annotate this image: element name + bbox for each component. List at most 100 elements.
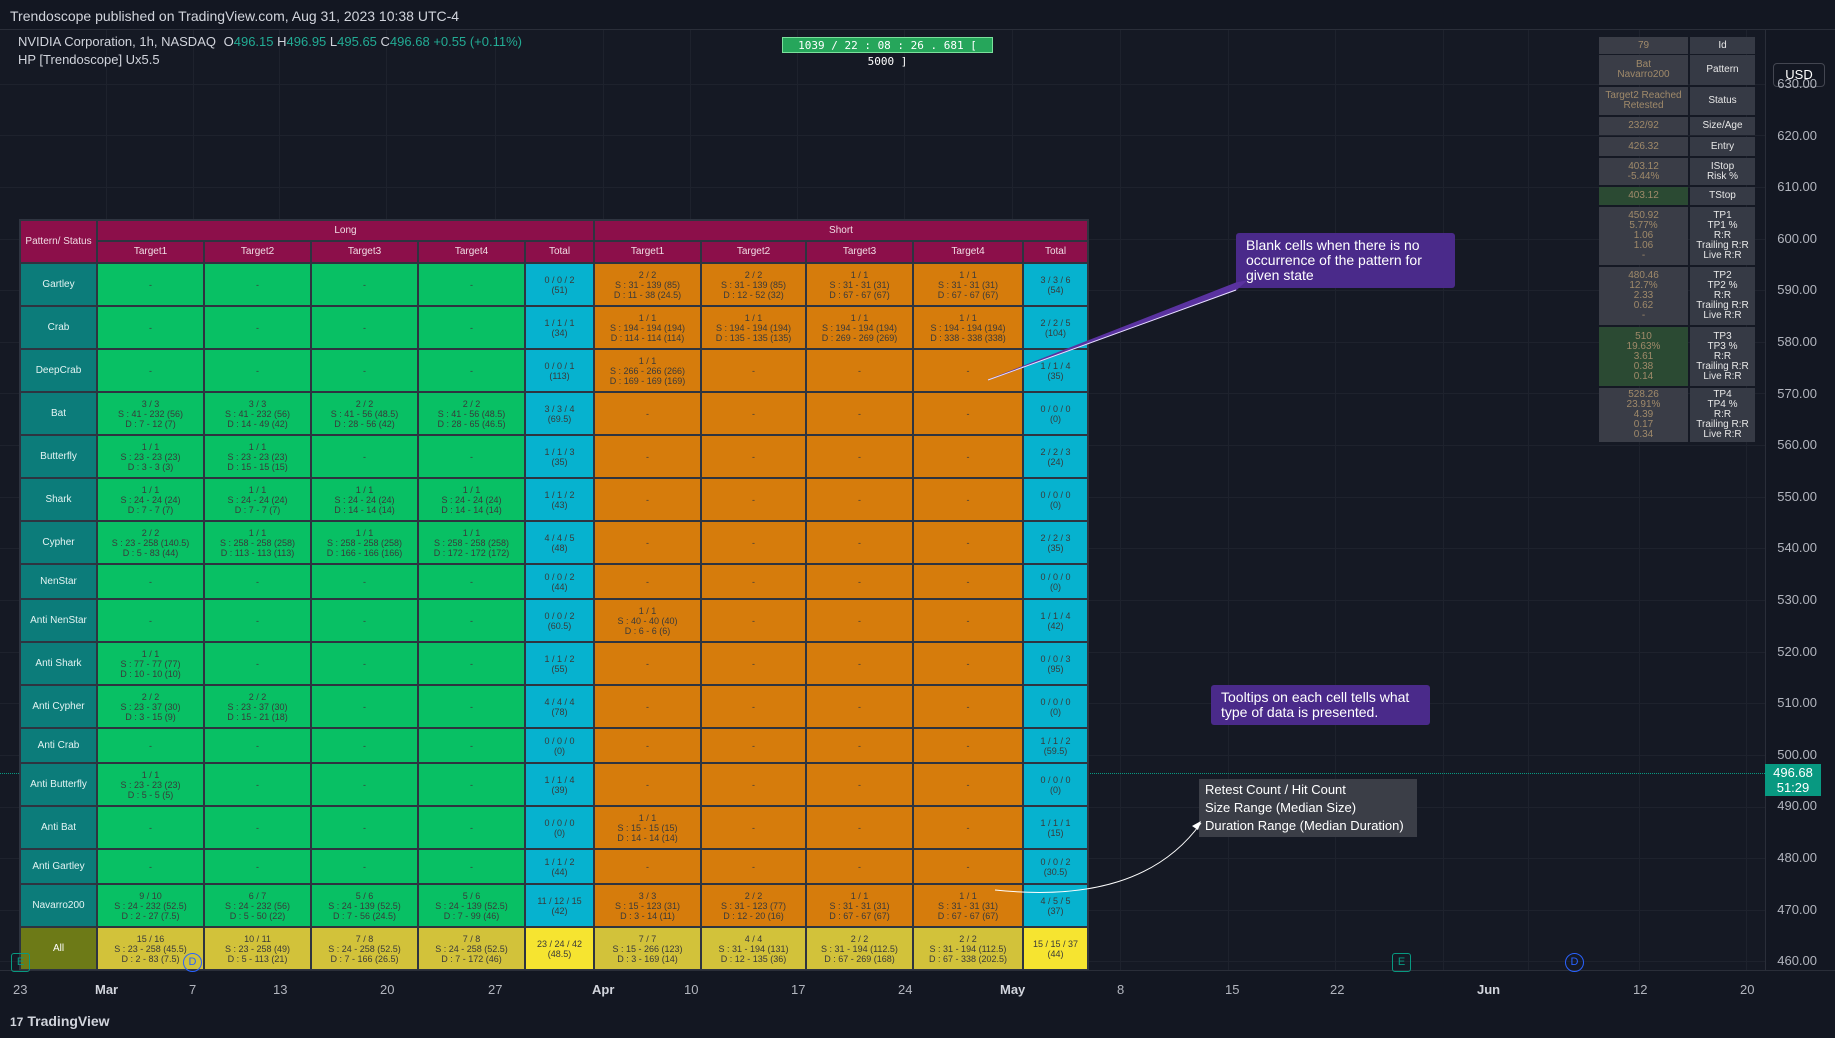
table-cell[interactable]: 0 / 0 / 3 (95) xyxy=(1022,641,1089,686)
table-cell[interactable]: - xyxy=(417,563,526,600)
table-cell[interactable]: - xyxy=(203,348,312,393)
table-cell[interactable]: 1 / 1 / 3 (35) xyxy=(524,434,595,479)
table-cell[interactable]: 4 / 4 / 5 (48) xyxy=(524,520,595,565)
table-cell[interactable]: - xyxy=(203,641,312,686)
table-cell[interactable]: - xyxy=(417,434,526,479)
table-cell[interactable]: 0 / 0 / 2 (30.5) xyxy=(1022,848,1089,885)
table-cell[interactable]: - xyxy=(912,848,1024,885)
table-cell[interactable]: 10 / 11 S : 23 - 258 (49) D : 5 - 113 (21) xyxy=(203,926,312,971)
table-cell[interactable]: - xyxy=(417,848,526,885)
table-cell[interactable]: - xyxy=(417,684,526,729)
table-cell[interactable]: - xyxy=(805,520,914,565)
table-cell[interactable]: - xyxy=(700,477,807,522)
time-axis[interactable] xyxy=(0,970,1835,998)
table-cell[interactable]: - xyxy=(417,805,526,850)
table-cell[interactable]: 1 / 1 / 4 (39) xyxy=(524,762,595,807)
table-cell[interactable]: 1 / 1 / 2 (44) xyxy=(524,848,595,885)
table-cell[interactable]: - xyxy=(203,563,312,600)
table-cell[interactable]: - xyxy=(805,805,914,850)
table-cell[interactable]: 0 / 0 / 2 (44) xyxy=(524,563,595,600)
table-cell[interactable]: - xyxy=(203,805,312,850)
table-cell[interactable]: - xyxy=(912,434,1024,479)
table-cell[interactable]: 0 / 0 / 2 (51) xyxy=(524,262,595,307)
table-cell[interactable]: - xyxy=(700,641,807,686)
table-cell[interactable]: 3 / 3 / 6 (54) xyxy=(1022,262,1089,307)
table-cell[interactable]: 0 / 0 / 0 (0) xyxy=(1022,684,1089,729)
table-cell[interactable]: 2 / 2 / 3 (24) xyxy=(1022,434,1089,479)
table-cell[interactable]: - xyxy=(912,727,1024,764)
price-axis[interactable]: USD 630.00 620.00 610.00 600.00 590.00 580.00… xyxy=(1765,30,1835,970)
table-cell[interactable]: - xyxy=(310,727,419,764)
table-cell[interactable]: - xyxy=(96,848,205,885)
table-cell[interactable]: - xyxy=(310,434,419,479)
table-cell[interactable]: - xyxy=(805,348,914,393)
table-cell[interactable]: - xyxy=(700,805,807,850)
table-cell[interactable]: - xyxy=(417,348,526,393)
table-cell[interactable]: 0 / 0 / 0 (0) xyxy=(1022,762,1089,807)
table-cell[interactable]: - xyxy=(700,563,807,600)
table-cell[interactable]: - xyxy=(310,762,419,807)
table-cell[interactable]: - xyxy=(310,598,419,643)
table-cell[interactable]: - xyxy=(96,305,205,350)
table-cell[interactable]: - xyxy=(700,762,807,807)
table-cell[interactable]: - xyxy=(805,641,914,686)
table-cell[interactable]: - xyxy=(593,727,702,764)
tradingview-footer[interactable]: 17 TradingView xyxy=(0,1008,1835,1038)
table-cell[interactable]: - xyxy=(912,762,1024,807)
table-cell[interactable]: 1 / 1 / 2 (43) xyxy=(524,477,595,522)
table-cell[interactable]: 23 / 24 / 42 (48.5) xyxy=(524,926,595,971)
table-cell[interactable]: - xyxy=(310,684,419,729)
table-cell[interactable]: - xyxy=(417,262,526,307)
table-cell[interactable]: 11 / 12 / 15 (42) xyxy=(524,883,595,928)
table-cell[interactable]: - xyxy=(912,641,1024,686)
table-cell[interactable]: - xyxy=(593,641,702,686)
table-cell[interactable]: 1 / 1 / 4 (42) xyxy=(1022,598,1089,643)
table-cell[interactable]: - xyxy=(96,563,205,600)
table-cell[interactable]: - xyxy=(805,598,914,643)
table-cell[interactable]: - xyxy=(310,563,419,600)
table-cell[interactable]: - xyxy=(310,848,419,885)
earnings-icon[interactable]: E xyxy=(11,953,30,972)
table-cell[interactable]: 9 / 10 S : 24 - 232 (52.5) D : 2 - 27 (7.5… xyxy=(96,883,205,928)
table-cell[interactable]: - xyxy=(912,520,1024,565)
table-cell[interactable]: 0 / 0 / 0 (0) xyxy=(524,805,595,850)
table-cell[interactable]: - xyxy=(593,684,702,729)
table-cell[interactable]: - xyxy=(593,520,702,565)
table-cell[interactable]: - xyxy=(310,805,419,850)
table-cell[interactable]: - xyxy=(805,434,914,479)
table-cell[interactable]: 4 / 4 / 4 (78) xyxy=(524,684,595,729)
table-cell[interactable]: - xyxy=(593,477,702,522)
table-cell[interactable]: - xyxy=(417,762,526,807)
table-cell[interactable]: 1 / 1 / 2 (59.5) xyxy=(1022,727,1089,764)
table-cell[interactable]: - xyxy=(417,641,526,686)
table-cell[interactable]: 0 / 0 / 2 (60.5) xyxy=(524,598,595,643)
table-cell[interactable]: - xyxy=(700,348,807,393)
